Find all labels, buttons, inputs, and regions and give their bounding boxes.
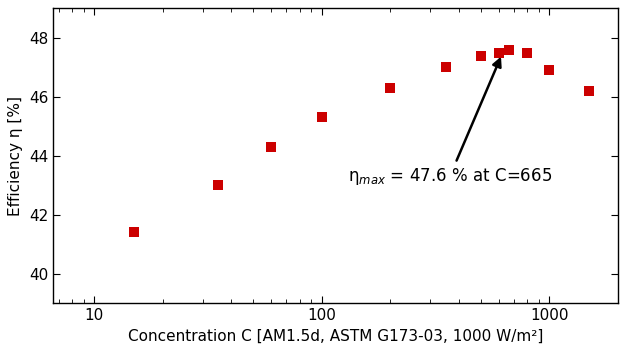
Point xyxy=(494,50,504,55)
Point xyxy=(476,53,486,58)
Point xyxy=(441,64,451,70)
Point xyxy=(39,277,49,282)
Point xyxy=(504,47,514,52)
X-axis label: Concentration C [AM1.5d, ASTM G173-03, 1000 W/m²]: Concentration C [AM1.5d, ASTM G173-03, 1… xyxy=(128,329,543,344)
Point xyxy=(385,85,395,91)
Text: η$_{max}$ = 47.6 % at C=665: η$_{max}$ = 47.6 % at C=665 xyxy=(347,59,552,187)
Point xyxy=(213,182,223,188)
Y-axis label: Efficiency η [%]: Efficiency η [%] xyxy=(8,96,23,216)
Point xyxy=(522,50,532,55)
Point xyxy=(129,230,139,235)
Point xyxy=(545,68,555,73)
Point xyxy=(585,88,595,94)
Point xyxy=(266,144,276,150)
Point xyxy=(317,115,327,120)
